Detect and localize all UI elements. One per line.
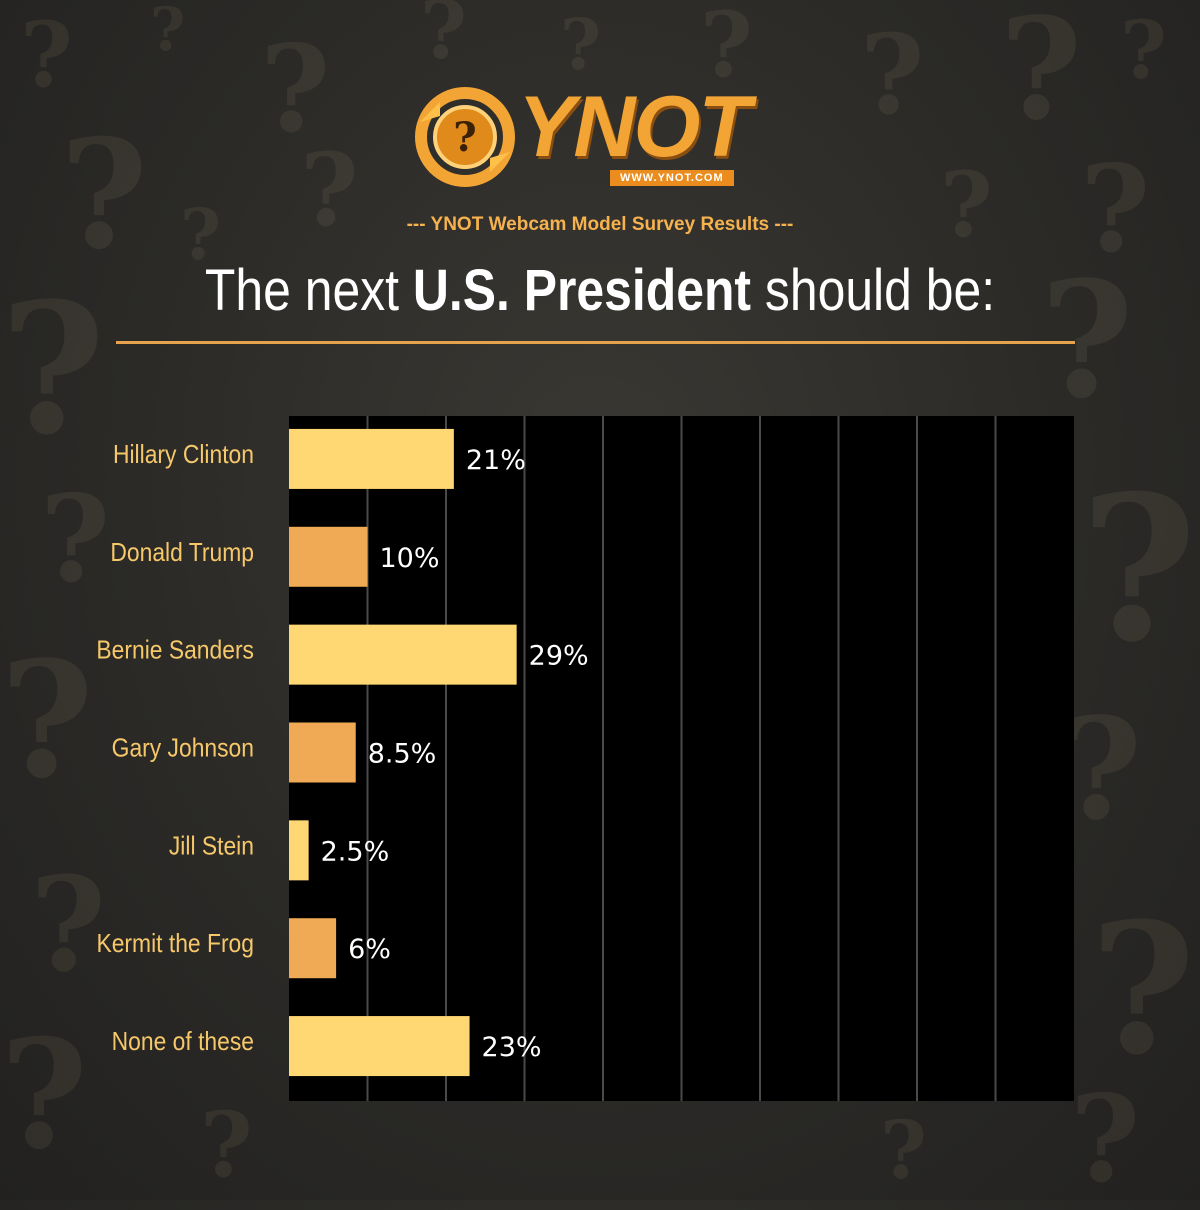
category-label: Jill Stein bbox=[169, 832, 254, 861]
bar bbox=[289, 624, 517, 685]
question-mark-decoration: ? bbox=[260, 19, 331, 160]
logo-wordmark: YNOT bbox=[518, 79, 751, 175]
ynot-logo: ? YNOT WWW.YNOT.COM bbox=[410, 82, 790, 192]
question-mark-decoration: ? bbox=[1000, 0, 1083, 152]
survey-subtitle: --- YNOT Webcam Model Survey Results --- bbox=[406, 214, 794, 235]
title-divider bbox=[116, 341, 1075, 344]
value-label: 6% bbox=[348, 934, 391, 965]
question-mark-decoration: ? bbox=[200, 1092, 253, 1198]
question-mark-decoration: ? bbox=[1080, 452, 1198, 687]
question-mark-decoration: ? bbox=[880, 1103, 927, 1197]
value-label: 21% bbox=[466, 445, 526, 476]
category-label: Donald Trump bbox=[110, 538, 254, 567]
logo-url: WWW.YNOT.COM bbox=[610, 170, 734, 186]
question-mark-decoration: ? bbox=[560, 3, 602, 86]
value-label: 10% bbox=[380, 543, 440, 574]
headline-bold: U.S. President bbox=[412, 258, 752, 323]
value-label: 29% bbox=[529, 641, 589, 672]
question-mark-decoration: ? bbox=[1120, 3, 1167, 97]
question-mark-decoration: ? bbox=[300, 131, 359, 249]
bar bbox=[289, 1016, 470, 1077]
question-mark-decoration: ? bbox=[150, 0, 186, 65]
bar bbox=[289, 820, 309, 881]
question-mark-decoration: ? bbox=[30, 848, 107, 1001]
value-label: 8.5% bbox=[368, 739, 437, 770]
svg-text:?: ? bbox=[453, 114, 476, 161]
question-mark-decoration: ? bbox=[1090, 884, 1196, 1095]
category-label: Bernie Sanders bbox=[96, 636, 254, 665]
logo-emblem-icon: ? bbox=[415, 87, 515, 187]
headline: The next U.S. President should be: bbox=[84, 256, 1116, 326]
question-mark-decoration: ? bbox=[860, 10, 925, 139]
question-mark-decoration: ? bbox=[1080, 139, 1151, 280]
category-label: Gary Johnson bbox=[112, 734, 254, 763]
question-mark-decoration: ? bbox=[60, 107, 148, 283]
bar bbox=[289, 918, 337, 979]
bar bbox=[289, 428, 454, 489]
bar bbox=[289, 722, 356, 783]
value-label: 23% bbox=[482, 1032, 542, 1063]
question-mark-decoration: ? bbox=[1040, 246, 1134, 434]
question-mark-decoration: ? bbox=[700, 0, 753, 98]
category-label: None of these bbox=[112, 1028, 254, 1057]
bar bbox=[289, 526, 368, 587]
category-label: Hillary Clinton bbox=[113, 441, 254, 470]
category-label: Kermit the Frog bbox=[96, 930, 254, 959]
question-mark-decoration: ? bbox=[0, 264, 106, 475]
question-mark-decoration: ? bbox=[20, 2, 73, 108]
headline-pre: The next bbox=[204, 258, 413, 323]
question-mark-decoration: ? bbox=[0, 626, 94, 814]
question-mark-decoration: ? bbox=[180, 193, 222, 276]
value-label: 2.5% bbox=[321, 836, 390, 867]
question-mark-decoration: ? bbox=[40, 469, 111, 610]
question-mark-decoration: ? bbox=[0, 1007, 88, 1183]
headline-post: should be: bbox=[751, 258, 996, 323]
question-mark-decoration: ? bbox=[1070, 1069, 1141, 1210]
question-mark-decoration: ? bbox=[420, 0, 467, 77]
question-mark-decoration: ? bbox=[940, 152, 993, 258]
